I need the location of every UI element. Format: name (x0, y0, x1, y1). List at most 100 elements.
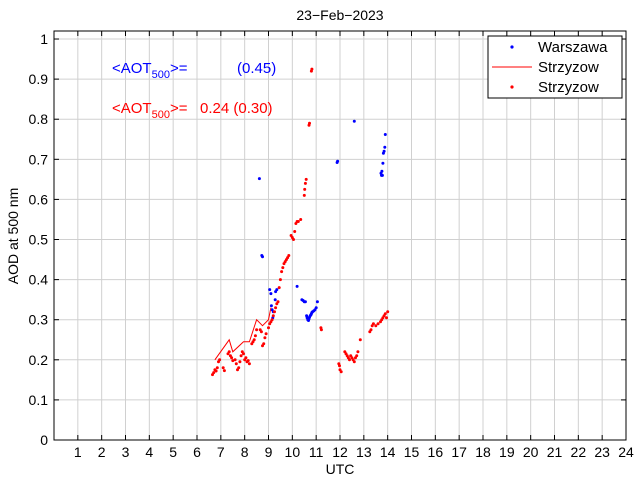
data-point-2 (383, 312, 387, 316)
data-point-2 (277, 286, 281, 290)
data-point-2 (212, 371, 216, 375)
x-tick-label: 1 (74, 444, 82, 460)
y-tick-label: 0 (40, 432, 48, 448)
x-tick-label: 3 (122, 444, 130, 460)
data-point-2 (385, 316, 388, 320)
data-point-2 (271, 314, 275, 318)
x-tick-label: 22 (571, 444, 587, 460)
data-point-0 (303, 300, 307, 304)
legend-label: Warszawa (538, 39, 608, 56)
data-point-0 (314, 306, 318, 310)
legend-point-marker (510, 45, 514, 49)
data-point-2 (264, 332, 268, 336)
y-tick-label: 0.4 (29, 272, 49, 288)
data-point-2 (274, 306, 278, 310)
data-point-2 (287, 254, 291, 257)
x-tick-label: 2 (98, 444, 106, 460)
data-point-2 (252, 338, 256, 342)
legend-label: Strzyzow (538, 79, 599, 96)
x-tick-label: 12 (332, 444, 348, 460)
x-tick-label: 11 (309, 444, 324, 460)
annotation-subscript: 500 (152, 109, 170, 121)
annotation-2: <AOT500>= (112, 100, 188, 121)
y-axis-label: AOD at 500 nm (5, 188, 21, 285)
data-point-2 (299, 218, 303, 221)
legend: Warszawa Strzyzow Strzyzow (487, 35, 623, 99)
data-point-2 (273, 310, 276, 314)
data-point-2 (293, 230, 297, 233)
data-point-0 (275, 288, 279, 292)
data-point-0 (269, 292, 273, 296)
x-tick-label: 14 (380, 444, 396, 460)
y-tick-label: 0.6 (29, 191, 49, 207)
data-point-2 (303, 187, 307, 191)
data-point-2 (246, 359, 250, 363)
x-tick-label: 4 (145, 444, 153, 460)
data-point-2 (310, 67, 314, 71)
data-point-2 (348, 358, 351, 362)
x-tick-label: 6 (193, 444, 201, 460)
y-tick-label: 0.1 (29, 392, 49, 408)
data-point-2 (319, 328, 323, 332)
data-point-2 (215, 366, 219, 370)
data-point-2 (267, 326, 270, 330)
series-line-1 (214, 307, 272, 361)
data-point-0 (383, 133, 387, 136)
y-tick-label: 0.5 (29, 232, 49, 248)
y-tick-label: 0.2 (29, 352, 49, 368)
annotation-1: <AOT500>= (112, 60, 188, 81)
data-point-0 (381, 161, 385, 165)
data-point-2 (237, 366, 241, 370)
data-point-2 (376, 322, 380, 326)
legend-point-marker (510, 85, 514, 89)
data-point-2 (339, 370, 343, 374)
data-point-2 (303, 181, 307, 185)
data-point-2 (292, 238, 295, 241)
data-point-0 (380, 173, 384, 177)
data-point-0 (269, 304, 273, 308)
y-tick-label: 0.8 (29, 111, 49, 127)
data-point-2 (230, 356, 234, 360)
x-tick-label: 13 (356, 444, 372, 460)
data-point-2 (296, 220, 300, 223)
x-tick-label: 10 (285, 444, 301, 460)
x-tick-label: 7 (217, 444, 225, 460)
annotations: <AOT500>= (0.45)<AOT500>= 0.24 (0.30) (112, 60, 276, 121)
x-tick-label: 17 (451, 444, 467, 460)
data-point-0 (257, 177, 261, 181)
data-point-0 (380, 169, 384, 173)
data-point-2 (358, 338, 362, 342)
x-tick-label: 24 (618, 444, 634, 460)
annotation-suffix: >= (170, 100, 188, 117)
data-point-2 (239, 354, 243, 358)
data-point-2 (270, 318, 274, 322)
data-point-2 (278, 278, 282, 282)
data-point-0 (382, 149, 386, 153)
data-point-2 (214, 369, 218, 373)
data-point-2 (276, 300, 280, 304)
data-point-2 (369, 328, 373, 332)
x-tick-label: 9 (265, 444, 273, 460)
data-point-0 (295, 284, 299, 288)
data-point-2 (238, 360, 242, 364)
x-tick-label: 18 (475, 444, 491, 460)
data-point-2 (259, 330, 263, 334)
y-tick-label: 1 (40, 31, 48, 47)
data-point-0 (336, 159, 340, 163)
annotation-prefix: <AOT (112, 60, 152, 77)
annotation-prefix: <AOT (112, 100, 152, 117)
y-tick-label: 0.9 (29, 71, 49, 87)
annotation-suffix: >= (170, 60, 188, 77)
x-tick-label: 15 (404, 444, 420, 460)
x-tick-label: 23 (594, 444, 610, 460)
data-point-2 (234, 362, 238, 366)
legend-label: Strzyzow (538, 59, 599, 76)
x-tick-label: 5 (169, 444, 177, 460)
data-point-2 (302, 193, 306, 197)
data-point-2 (263, 336, 267, 340)
data-point-2 (221, 366, 225, 370)
y-tick-label: 0.7 (29, 151, 49, 167)
data-point-2 (247, 362, 251, 366)
data-point-2 (253, 334, 257, 338)
